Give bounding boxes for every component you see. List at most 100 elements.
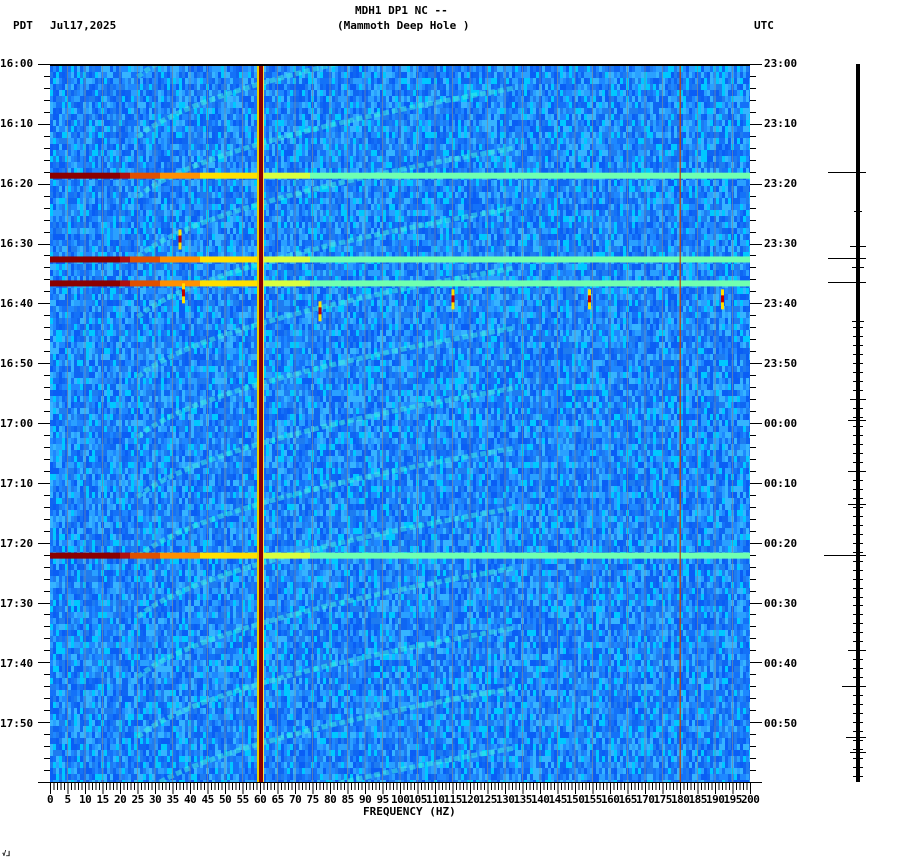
y-tick	[44, 100, 50, 101]
y-tick	[750, 196, 756, 197]
y-tick	[44, 88, 50, 89]
trace-tick	[853, 597, 863, 598]
station-location: (Mammoth Deep Hole )	[337, 20, 469, 32]
trace-spike	[850, 752, 866, 753]
y-tick	[44, 387, 50, 388]
y-tick	[750, 327, 756, 328]
y-tick-label-right: 00:00	[764, 418, 797, 430]
y-tick	[750, 507, 756, 508]
x-tick-label: 0	[47, 794, 53, 806]
y-tick	[750, 591, 756, 592]
y-tick	[750, 124, 762, 125]
trace-tick	[853, 345, 863, 346]
y-tick	[750, 447, 756, 448]
y-tick	[38, 64, 50, 65]
y-tick	[38, 124, 50, 125]
y-tick	[44, 327, 50, 328]
x-tick-label: 85	[342, 794, 354, 806]
y-tick	[750, 339, 756, 340]
y-tick	[44, 160, 50, 161]
y-tick	[750, 722, 762, 723]
y-tick	[44, 351, 50, 352]
y-tick	[750, 758, 756, 759]
x-tick-label: 10	[79, 794, 91, 806]
x-tick-label: 200	[741, 794, 759, 806]
y-tick	[750, 363, 762, 364]
y-tick	[44, 591, 50, 592]
y-tick	[38, 722, 50, 723]
trace-tick	[853, 704, 863, 705]
left-timezone: PDT	[13, 20, 33, 32]
y-tick	[38, 782, 50, 783]
y-tick	[750, 375, 756, 376]
y-tick	[750, 495, 756, 496]
y-tick	[44, 339, 50, 340]
y-tick	[750, 291, 756, 292]
x-tick-label: 130	[496, 794, 514, 806]
trace-tick	[853, 767, 863, 768]
y-tick-label-right: 23:40	[764, 298, 797, 310]
y-tick	[44, 686, 50, 687]
y-tick-label-right: 00:50	[764, 718, 797, 730]
x-tick-label: 20	[114, 794, 126, 806]
x-tick-label: 50	[219, 794, 231, 806]
y-tick-label-left: 17:00	[0, 418, 33, 430]
x-tick-label: 180	[671, 794, 689, 806]
x-tick-label: 65	[272, 794, 284, 806]
trace-tick	[853, 381, 863, 382]
trace-spike	[852, 321, 864, 322]
y-tick	[750, 603, 762, 604]
trace-tick	[853, 507, 863, 508]
y-tick	[44, 770, 50, 771]
y-tick	[750, 351, 756, 352]
trace-spike	[854, 211, 862, 212]
y-tick	[38, 662, 50, 663]
y-tick	[44, 471, 50, 472]
y-tick	[750, 459, 756, 460]
x-tick-label: 25	[132, 794, 144, 806]
y-tick	[44, 399, 50, 400]
y-tick	[750, 471, 756, 472]
y-tick	[44, 220, 50, 221]
y-tick	[750, 614, 756, 615]
x-tick-label: 135	[514, 794, 532, 806]
y-tick	[44, 650, 50, 651]
y-tick	[750, 710, 756, 711]
x-tick-label: 35	[167, 794, 179, 806]
x-tick-label: 70	[289, 794, 301, 806]
y-tick-label-right: 23:10	[764, 118, 797, 130]
y-tick	[750, 483, 762, 484]
y-tick	[750, 638, 756, 639]
trace-spike	[828, 172, 866, 173]
y-tick	[750, 579, 756, 580]
y-tick	[44, 507, 50, 508]
y-tick	[44, 172, 50, 173]
trace-tick	[853, 740, 863, 741]
y-tick	[750, 698, 756, 699]
y-tick	[44, 435, 50, 436]
trace-tick	[853, 498, 863, 499]
y-tick	[44, 375, 50, 376]
trace-tick	[853, 534, 863, 535]
trace-tick	[853, 579, 863, 580]
y-tick	[38, 603, 50, 604]
y-tick-label-left: 16:20	[0, 178, 33, 190]
date-label: Jul17,2025	[50, 20, 116, 32]
trace-tick	[853, 408, 863, 409]
y-tick	[750, 531, 756, 532]
y-tick-label-left: 17:30	[0, 598, 33, 610]
trace-tick	[853, 417, 863, 418]
x-tick-label: 80	[324, 794, 336, 806]
y-tick	[750, 208, 756, 209]
y-tick	[44, 746, 50, 747]
x-tick-label: 5	[65, 794, 71, 806]
trace-tick	[853, 677, 863, 678]
y-tick	[44, 136, 50, 137]
y-tick-label-right: 00:10	[764, 478, 797, 490]
y-tick	[44, 112, 50, 113]
y-tick-label-right: 00:20	[764, 538, 797, 550]
y-tick	[38, 363, 50, 364]
trace-tick	[853, 480, 863, 481]
trace-tick	[853, 632, 863, 633]
y-tick	[44, 495, 50, 496]
